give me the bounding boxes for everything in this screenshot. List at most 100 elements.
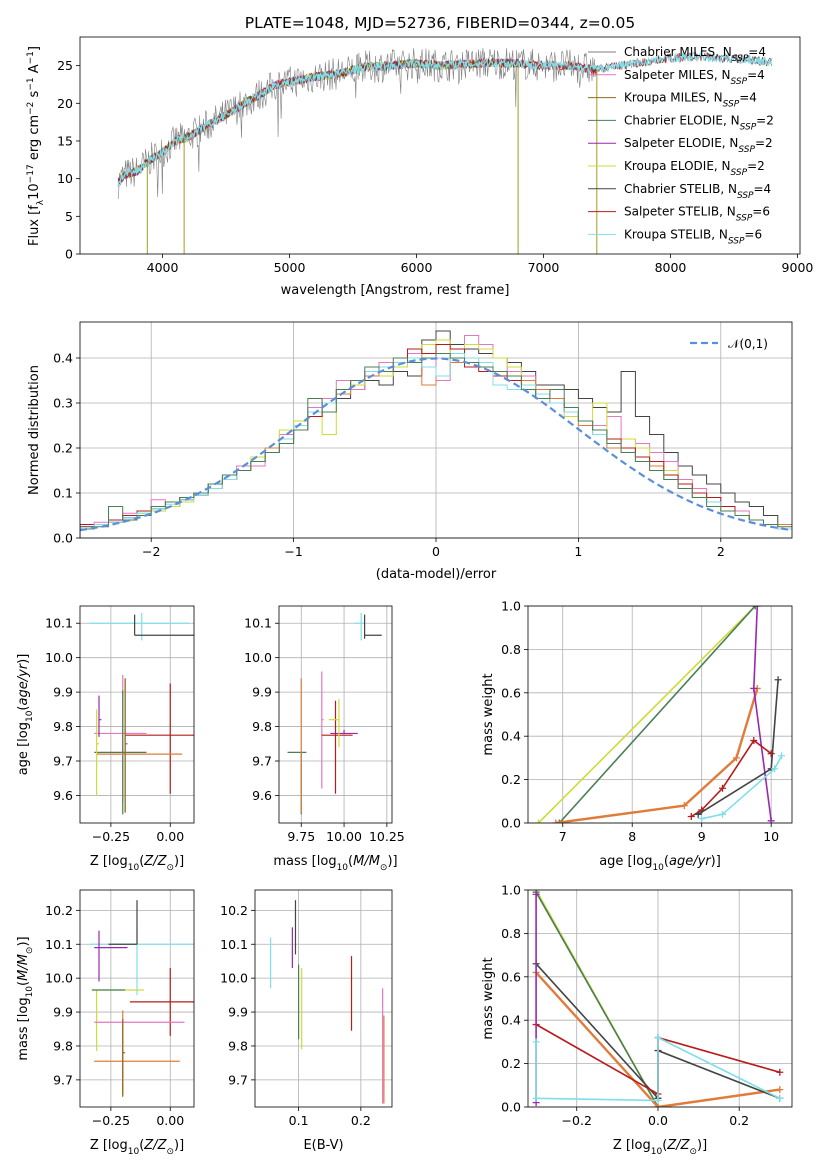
series-marker — [687, 812, 695, 820]
x-tick-label: 5000 — [274, 260, 306, 275]
x-tick-label: 0.2 — [729, 1113, 749, 1128]
y-tick-label: 9.9 — [53, 1005, 73, 1020]
y-tick-label: 20 — [57, 96, 73, 111]
y-tick-label: 9.9 — [252, 685, 272, 700]
x-tick-label: 0.00 — [156, 1113, 184, 1128]
label-part: Z/Z — [143, 1138, 167, 1153]
label-part: Chabrier MILES, N — [624, 45, 732, 59]
series-line — [690, 739, 772, 818]
label-part: age/yr — [669, 854, 712, 869]
series-marker — [534, 819, 542, 823]
label-part: SSP — [737, 191, 754, 201]
series-marker — [532, 1094, 540, 1102]
y-tick-label: 9.9 — [228, 1005, 248, 1020]
x-tick-label: 0.1 — [289, 1113, 309, 1128]
label-part: SSP — [736, 214, 753, 224]
series-lines — [532, 890, 784, 1107]
series-marker — [732, 754, 740, 762]
label-part: ⊙ — [380, 863, 388, 873]
series-marker — [751, 606, 759, 610]
label-part: mass [log — [273, 854, 336, 869]
label-part: ⊙ — [25, 947, 35, 955]
label-part: =4 — [747, 68, 765, 82]
x-tick-label: 1 — [574, 544, 582, 559]
y-tick-label: 0.4 — [53, 351, 73, 366]
y-tick-label: 25 — [57, 58, 73, 73]
y-tick-label: 9.8 — [53, 1038, 73, 1053]
label-part: ( — [16, 706, 31, 711]
y-tick-label: 9.7 — [53, 1072, 73, 1087]
label-part: ( — [139, 1138, 144, 1153]
series-marker — [778, 752, 786, 760]
label-part: =4 — [748, 45, 766, 59]
spectrum-ylabel: Flux [fλ10−17 erg cm−2 s−1 A−1] — [26, 46, 46, 246]
series-line — [555, 688, 759, 823]
x-tick-label: 0.00 — [156, 829, 184, 844]
label-part: 10 — [651, 1147, 663, 1157]
axes-frame — [79, 889, 195, 1108]
y-tick-label: 5 — [65, 209, 73, 224]
errorbars — [89, 612, 194, 815]
label-part: Z [log — [90, 854, 128, 869]
age-vs-Z-xlabel: Z [log10(Z/Z⊙)] — [90, 854, 184, 873]
y-tick-label: 10 — [57, 171, 73, 186]
label-part: age [log — [16, 722, 31, 775]
axes-frame — [527, 605, 793, 824]
x-tick-label: 10 — [763, 829, 779, 844]
label-part: 10 — [25, 986, 35, 998]
label-part: A — [27, 64, 42, 77]
y-tick-label: 0.8 — [501, 642, 521, 657]
label-part: 10 — [128, 863, 140, 873]
y-tick-label: 10.2 — [220, 903, 248, 918]
legend-label: Salpeter MILES, NSSP=4 — [624, 68, 765, 87]
label-part: −2 — [26, 102, 36, 115]
age-vs-Z-panel: −0.25 0.009.69.79.89.910.010.1Z [log10(Z/… — [16, 605, 195, 873]
x-tick-label: 4000 — [147, 260, 179, 275]
label-part: SSP — [738, 145, 755, 155]
y-tick-label: 10.2 — [45, 903, 73, 918]
legend-label: Chabrier STELIB, NSSP=4 — [624, 182, 771, 201]
legend-label: Salpeter STELIB, NSSP=6 — [624, 205, 770, 224]
label-part: Kroupa STELIB, N — [624, 227, 728, 241]
y-tick-label: 10.1 — [45, 937, 73, 952]
label-part: =4 — [754, 182, 772, 196]
errorbars — [89, 900, 194, 1097]
x-tick-label: 7 — [559, 829, 567, 844]
label-part: ⊙ — [166, 1147, 174, 1157]
x-tick-label: 7000 — [528, 260, 560, 275]
label-part: Kroupa ELODIE, N — [624, 159, 731, 173]
y-tick-label: 0.8 — [501, 926, 521, 941]
weight-vs-Z-panel: −0.2 0.0 0.2 0.0 0.2 0.4 0.6 0.8 1.0 Z [log10(Z/Z… — [481, 883, 793, 1157]
label-part: Salpeter STELIB, N — [624, 205, 736, 219]
label-part: ( — [664, 854, 669, 869]
label-part: M/M — [353, 854, 380, 869]
mass-vs-Z-ylabel: mass [log10(M/M⊙)] — [16, 936, 35, 1060]
y-tick-label: 9.8 — [53, 719, 73, 734]
spectrum-line — [117, 50, 773, 187]
residuals-xlabel: (data-model)/error — [376, 567, 497, 582]
y-tick-label: 1.0 — [501, 599, 521, 614]
series-marker — [753, 606, 761, 610]
label-part: M/M — [16, 954, 31, 981]
series-marker — [771, 765, 779, 773]
label-part: =2 — [747, 159, 765, 173]
mass-vs-Z-panel: −0.25 0.009.79.89.910.010.110.2Z [log10(Z… — [16, 889, 195, 1157]
series-marker — [776, 1086, 784, 1094]
y-tick-label: 0.0 — [501, 1100, 521, 1115]
label-part: Kroupa MILES, N — [624, 91, 723, 105]
x-tick-label: −0.2 — [562, 1113, 592, 1128]
axes-frame — [527, 889, 793, 1108]
y-tick-label: 0.1 — [53, 486, 73, 501]
spectrum-line — [117, 57, 597, 185]
y-tick-label: 10.0 — [244, 650, 272, 665]
residuals-ylabel: Normed distribution — [27, 365, 42, 495]
y-tick-label: 0.0 — [501, 816, 521, 831]
series-marker — [776, 1068, 784, 1076]
series-marker — [532, 890, 540, 898]
label-part: −1 — [26, 77, 36, 90]
y-tick-label: 10.1 — [244, 616, 272, 631]
y-tick-label: 0.3 — [53, 396, 73, 411]
x-tick-label: 10.00 — [326, 829, 362, 844]
mass-vs-Z-xlabel: Z [log10(Z/Z⊙)] — [90, 1138, 184, 1157]
